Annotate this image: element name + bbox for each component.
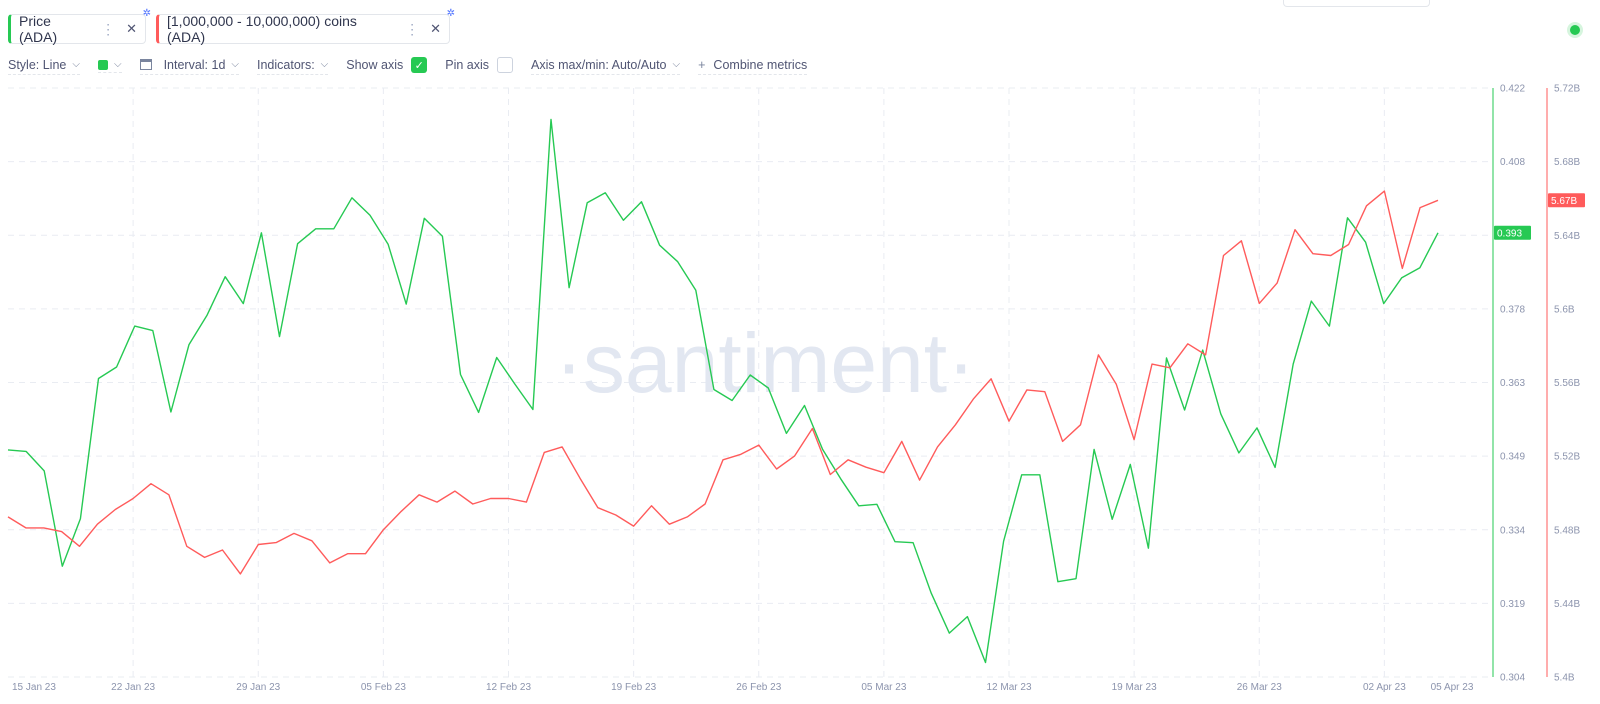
santiment-watermark: ·santiment· bbox=[555, 316, 975, 410]
x-axis-tick-label: 12 Feb 23 bbox=[486, 682, 531, 693]
indicators-dropdown[interactable]: Indicators: ⌵ bbox=[257, 57, 329, 75]
right-axis-tick-label: 5.68B bbox=[1554, 157, 1580, 168]
show-axis-label: Show axis bbox=[346, 58, 404, 72]
close-icon[interactable]: ✕ bbox=[430, 21, 441, 36]
right-axis-tick-label: 5.44B bbox=[1554, 599, 1580, 610]
color-swatch bbox=[97, 59, 108, 70]
right-axis-tick-label: 5.6B bbox=[1554, 304, 1575, 315]
left-axis-tick-label: 0.319 bbox=[1500, 599, 1525, 610]
metric-tab-holders[interactable]: [1,000,000 - 10,000,000) coins (ADA) ⋮ ✕… bbox=[156, 8, 455, 45]
x-axis-tick-label: 22 Jan 23 bbox=[111, 682, 155, 693]
chart-toolbar: Style: Line ⌵ ⌵ Interval: 1d ⌵ Indicator… bbox=[8, 56, 825, 76]
calendar-icon bbox=[139, 59, 152, 70]
top-right-control[interactable] bbox=[1283, 0, 1430, 7]
combine-metrics-button[interactable]: + Combine metrics bbox=[698, 57, 808, 75]
pin-axis-toggle[interactable]: Pin axis bbox=[445, 57, 514, 75]
right-axis-tick-label: 5.72B bbox=[1554, 84, 1580, 95]
left-axis-tick-label: 0.334 bbox=[1500, 525, 1525, 536]
x-axis-tick-label: 12 Mar 23 bbox=[986, 682, 1031, 693]
chevron-down-icon: ⌵ bbox=[320, 59, 329, 70]
settings-icon[interactable]: ✲ bbox=[142, 8, 151, 19]
x-axis-tick-label: 26 Mar 23 bbox=[1237, 682, 1282, 693]
chart-axes: 0.422 5.72B 0.408 5.68B 0.393 5.64B 0.378 5.6B 0… bbox=[12, 84, 1585, 693]
axis-minmax-label: Axis max/min: Auto/Auto bbox=[531, 57, 667, 72]
right-axis-tick-label: 5.4B bbox=[1554, 673, 1575, 684]
x-axis-tick-label: 05 Feb 23 bbox=[361, 682, 406, 693]
right-axis-tick-label: 5.64B bbox=[1554, 231, 1580, 242]
interval-label: Interval: 1d bbox=[163, 57, 226, 72]
pin-axis-checkbox[interactable] bbox=[497, 57, 514, 73]
holders-current-value-badge: 5.67B bbox=[1551, 196, 1577, 207]
plus-icon: + bbox=[698, 57, 706, 72]
combine-metrics-label: Combine metrics bbox=[713, 57, 808, 72]
right-axis-tick-label: 5.48B bbox=[1554, 525, 1580, 536]
price-current-value-badge: 0.393 bbox=[1497, 228, 1522, 239]
indicators-label: Indicators: bbox=[257, 57, 315, 72]
chevron-down-icon: ⌵ bbox=[72, 59, 80, 70]
pin-axis-label: Pin axis bbox=[445, 58, 490, 72]
metric-tab-price[interactable]: Price (ADA) ⋮ ✕ ✲ bbox=[8, 8, 151, 45]
style-dropdown[interactable]: Style: Line ⌵ bbox=[8, 58, 80, 75]
interval-dropdown[interactable]: Interval: 1d ⌵ bbox=[139, 57, 239, 75]
price-series-line bbox=[7, 118, 1439, 664]
left-axis-tick-label: 0.378 bbox=[1500, 304, 1525, 315]
chart-grid bbox=[8, 87, 1488, 678]
chevron-down-icon: ⌵ bbox=[113, 59, 122, 70]
style-label: Style: Line bbox=[8, 57, 67, 72]
left-axis-tick-label: 0.363 bbox=[1500, 378, 1525, 389]
left-axis-tick-label: 0.349 bbox=[1500, 452, 1525, 463]
chevron-down-icon: ⌵ bbox=[231, 59, 239, 70]
chevron-down-icon: ⌵ bbox=[672, 59, 681, 70]
show-axis-checkbox[interactable]: ✓ bbox=[411, 57, 428, 73]
show-axis-toggle[interactable]: Show axis ✓ bbox=[346, 57, 428, 75]
right-axis-tick-label: 5.52B bbox=[1554, 452, 1580, 463]
x-axis-tick-label: 19 Feb 23 bbox=[611, 682, 656, 693]
x-axis-tick-label: 05 Apr 23 bbox=[1431, 682, 1474, 693]
live-status-indicator bbox=[1570, 25, 1580, 35]
metric-tab-label: Price (ADA) bbox=[19, 13, 58, 45]
x-axis-tick-label: 15 Jan 23 bbox=[12, 682, 56, 693]
left-axis-tick-label: 0.408 bbox=[1500, 157, 1525, 168]
more-options-icon[interactable]: ⋮ bbox=[101, 20, 115, 37]
metric-tab-label: [1,000,000 - 10,000,000) coins (ADA) bbox=[167, 13, 357, 45]
holders-current-value-badge-bg bbox=[1548, 193, 1585, 208]
more-options-icon[interactable]: ⋮ bbox=[405, 20, 419, 37]
x-axis-tick-label: 05 Mar 23 bbox=[861, 682, 906, 693]
price-current-value-badge-bg bbox=[1494, 225, 1531, 240]
x-axis-tick-label: 19 Mar 23 bbox=[1112, 682, 1157, 693]
x-axis-tick-label: 29 Jan 23 bbox=[236, 682, 280, 693]
x-axis-tick-label: 26 Feb 23 bbox=[736, 682, 781, 693]
color-dropdown[interactable]: ⌵ bbox=[97, 59, 122, 73]
x-axis-tick-label: 02 Apr 23 bbox=[1363, 682, 1406, 693]
close-icon[interactable]: ✕ bbox=[126, 21, 137, 36]
axis-minmax-dropdown[interactable]: Axis max/min: Auto/Auto ⌵ bbox=[531, 57, 681, 75]
settings-icon[interactable]: ✲ bbox=[446, 8, 455, 19]
left-axis-tick-label: 0.304 bbox=[1500, 673, 1525, 684]
right-axis-tick-label: 5.56B bbox=[1554, 378, 1580, 389]
chart-series bbox=[7, 118, 1439, 664]
left-axis-tick-label: 0.422 bbox=[1500, 84, 1525, 95]
holders-series-line bbox=[7, 190, 1439, 575]
